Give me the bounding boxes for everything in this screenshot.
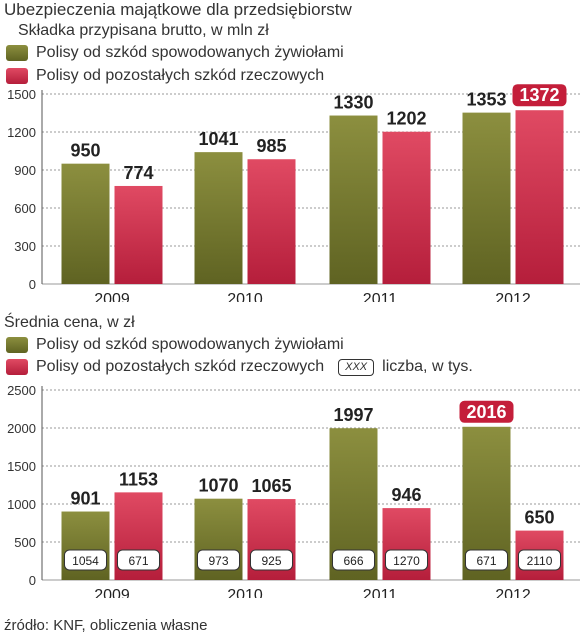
bar-red	[515, 110, 564, 284]
data-label: 950	[70, 141, 100, 161]
count-label: 671	[128, 554, 148, 568]
count-box	[250, 549, 293, 571]
highlight-label-bg	[459, 400, 514, 423]
data-label: 1330	[333, 93, 373, 113]
x-tick-label: 2010	[227, 587, 263, 598]
chart1-subtitle: Składka przypisana brutto, w mln zł	[18, 22, 269, 39]
y-tick-label: 2000	[7, 421, 36, 436]
chart1-legend-red: Polisy od pozostałych szkód rzeczowych	[6, 67, 324, 85]
count-box	[518, 549, 561, 571]
chart2-legend-red: Polisy od pozostałych szkód rzeczowych X…	[6, 358, 473, 376]
bar-olive	[329, 115, 378, 285]
data-label: 1372	[519, 85, 559, 105]
legend-label-red: Polisy od pozostałych szkód rzeczowych	[36, 67, 325, 84]
legend-swatch-olive	[6, 337, 28, 353]
data-label: 1202	[386, 109, 426, 129]
data-label: 650	[524, 508, 554, 528]
chart1-legend-olive: Polisy od szkód spowodowanych żywiołami	[6, 44, 344, 62]
bar-olive	[61, 163, 110, 284]
data-label: 2016	[466, 402, 506, 422]
chart2-subtitle: Średnia cena, w zł	[4, 314, 135, 331]
x-tick-label: 2012	[495, 587, 531, 598]
y-tick-label: 0	[29, 573, 36, 588]
chart2-legend-olive: Polisy od szkód spowodowanych żywiołami	[6, 336, 344, 354]
count-box	[385, 549, 428, 571]
y-tick-label: 500	[14, 535, 36, 550]
count-box	[197, 549, 240, 571]
y-tick-label: 900	[14, 163, 36, 178]
data-label: 901	[70, 489, 100, 509]
source-note: źródło: KNF, obliczenia własne	[4, 617, 208, 634]
data-label: 1041	[198, 129, 238, 149]
y-tick-label: 1500	[7, 87, 36, 102]
bar-red	[247, 159, 296, 284]
x-tick-label: 2009	[94, 587, 130, 598]
data-label: 985	[256, 136, 286, 156]
count-box	[64, 549, 107, 571]
y-tick-label: 1500	[7, 459, 36, 474]
x-tick-label: 2010	[227, 291, 263, 302]
data-label: 946	[391, 485, 421, 505]
legend-label-olive: Polisy od szkód spowodowanych żywiołami	[36, 44, 344, 61]
data-label: 1153	[119, 469, 158, 489]
count-label: 973	[208, 554, 228, 568]
legend-swatch-olive	[6, 45, 28, 61]
count-label: 666	[343, 554, 363, 568]
count-label: 1054	[72, 554, 99, 568]
x-tick-label: 2011	[363, 291, 398, 302]
count-box-legend: XXX	[338, 358, 375, 376]
data-label: 1353	[466, 90, 506, 110]
y-tick-label: 0	[29, 277, 36, 292]
x-tick-label: 2009	[94, 291, 130, 302]
legend-swatch-red	[6, 68, 28, 84]
data-label: 1065	[251, 476, 291, 496]
count-label: 925	[261, 554, 281, 568]
y-tick-label: 300	[14, 239, 36, 254]
x-tick-label: 2012	[495, 291, 531, 302]
bar-olive	[194, 152, 243, 284]
y-tick-label: 1200	[7, 125, 36, 140]
chart-premiums: 0 300 600 900 1200 1500 2009 2010 2011 2012 950 104…	[7, 84, 580, 302]
bar-red	[114, 185, 163, 284]
count-box	[117, 549, 160, 571]
x-tick-label: 2011	[363, 587, 398, 598]
legend-label-red: Polisy od pozostałych szkód rzeczowych	[36, 358, 325, 375]
page-title: Ubezpieczenia majątkowe dla przedsiębior…	[4, 0, 352, 19]
data-label: 774	[123, 163, 153, 183]
y-tick-label: 1000	[7, 497, 36, 512]
bar-red	[382, 131, 431, 284]
data-label: 1997	[333, 405, 373, 425]
y-tick-label: 2500	[7, 383, 36, 398]
count-box	[465, 549, 508, 571]
chart-average-price: 0 500 1000 1500 2000 2500 2009 2010 2011 2012 901 1…	[7, 383, 580, 598]
legend-label-olive: Polisy od szkód spowodowanych żywiołami	[36, 336, 344, 353]
count-label: 671	[476, 554, 496, 568]
count-label: 1270	[393, 554, 420, 568]
count-label: 2110	[527, 554, 553, 568]
data-label: 1070	[198, 476, 238, 496]
bar-olive	[462, 112, 511, 285]
y-tick-label: 600	[14, 201, 36, 216]
count-box	[332, 549, 375, 571]
count-legend-label: liczba, w tys.	[382, 358, 473, 375]
highlight-label-bg	[512, 84, 567, 107]
legend-swatch-red	[6, 359, 28, 375]
